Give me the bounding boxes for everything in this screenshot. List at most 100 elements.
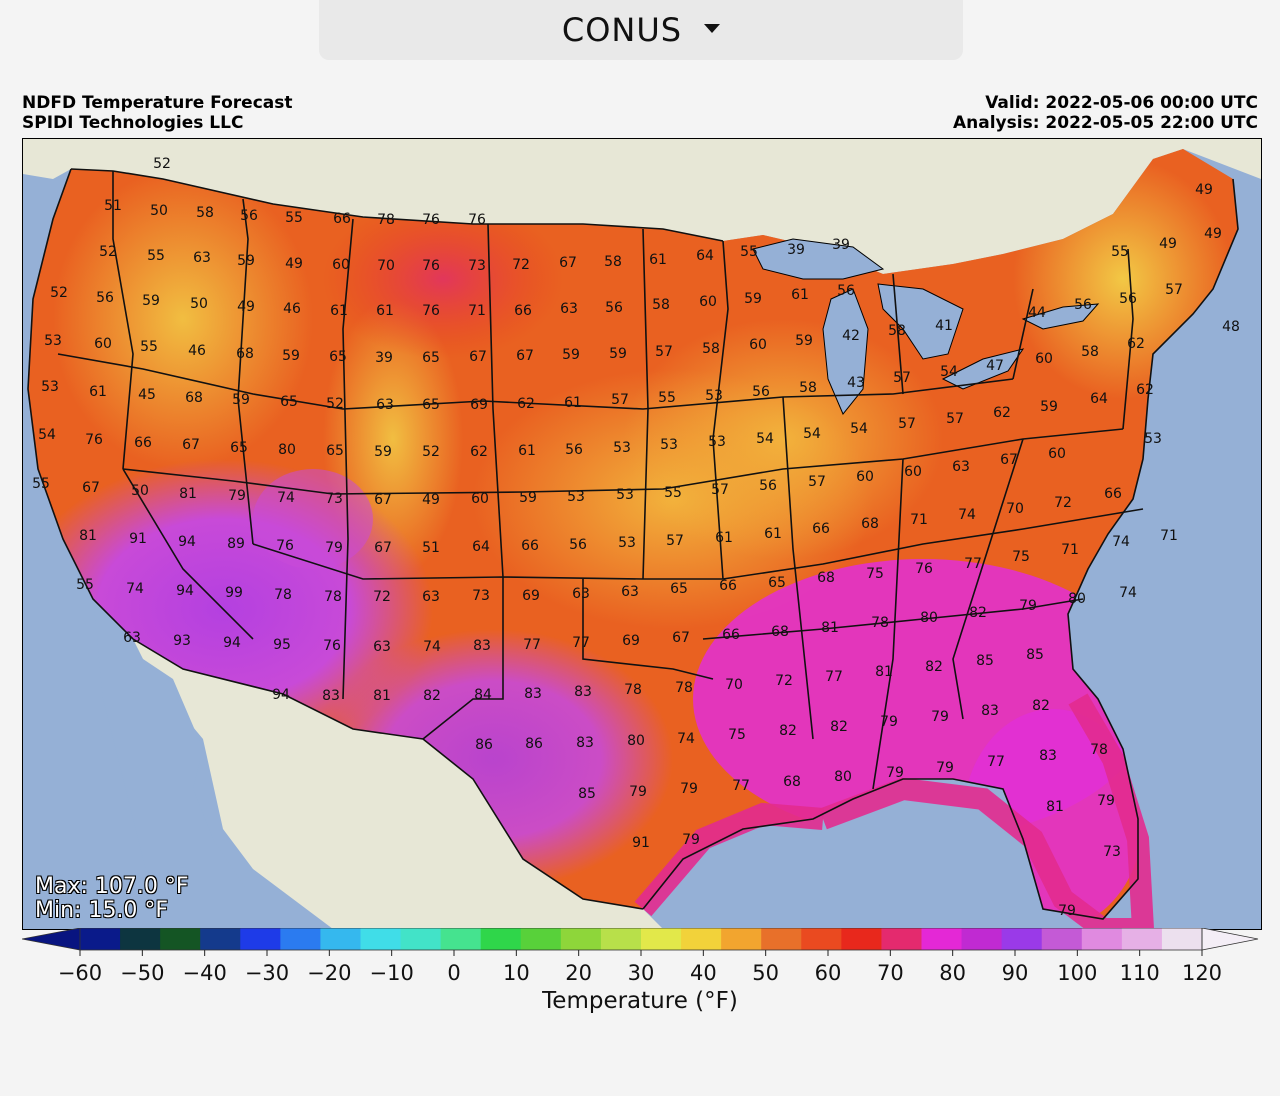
colorbar-cell bbox=[641, 928, 682, 950]
colorbar-cell bbox=[80, 928, 121, 950]
colorbar-tick-label: 70 bbox=[877, 961, 904, 985]
temperature-value: 81 bbox=[373, 688, 391, 704]
temperature-value: 47 bbox=[986, 358, 1004, 374]
temperature-value: 63 bbox=[193, 250, 211, 266]
temperature-value: 79 bbox=[629, 784, 647, 800]
temperature-value: 46 bbox=[283, 301, 301, 317]
temperature-value: 81 bbox=[179, 486, 197, 502]
temperature-value: 57 bbox=[611, 392, 629, 408]
colorbar-cell bbox=[881, 928, 922, 950]
temperature-value: 72 bbox=[373, 589, 391, 605]
temperature-value: 72 bbox=[1054, 495, 1072, 511]
temperature-value: 76 bbox=[422, 303, 440, 319]
temperature-value: 78 bbox=[377, 212, 395, 228]
temperature-value: 49 bbox=[1204, 226, 1222, 242]
temperature-value: 63 bbox=[123, 630, 141, 646]
colorbar: −60 −50 −40 −30 −20 −10 0 10 20 30 40 50 60 70 80 90 100… bbox=[21, 927, 1260, 1008]
temperature-value: 51 bbox=[104, 198, 122, 214]
colorbar-tick-label: −30 bbox=[245, 961, 289, 985]
temperature-value: 50 bbox=[131, 483, 149, 499]
temperature-value: 44 bbox=[1028, 305, 1046, 321]
temperature-value: 58 bbox=[888, 323, 906, 339]
temperature-value: 55 bbox=[658, 390, 676, 406]
temperature-value: 62 bbox=[1127, 336, 1145, 352]
colorbar-tick-label: 110 bbox=[1120, 961, 1160, 985]
colorbar-tick-label: 100 bbox=[1057, 961, 1097, 985]
temperature-value: 78 bbox=[274, 587, 292, 603]
temperature-value: 81 bbox=[821, 620, 839, 636]
temperature-value: 77 bbox=[987, 754, 1005, 770]
temperature-value: 55 bbox=[147, 248, 165, 264]
temperature-map[interactable]: 52 51 50 58 56 55 66 78 76 76 52 55 63 59 49 60 70 76 73 72… bbox=[22, 138, 1262, 930]
colorbar-tick-label: 50 bbox=[752, 961, 779, 985]
temperature-value: 74 bbox=[958, 507, 976, 523]
temperature-value: 58 bbox=[702, 341, 720, 357]
analysis-time: Analysis: 2022-05-05 22:00 UTC bbox=[953, 113, 1258, 133]
temperature-value: 57 bbox=[1165, 282, 1183, 298]
temperature-value: 41 bbox=[935, 318, 953, 334]
temperature-value: 69 bbox=[470, 397, 488, 413]
temperature-value: 63 bbox=[560, 301, 578, 317]
temperature-value: 74 bbox=[1119, 585, 1137, 601]
temperature-value: 52 bbox=[422, 444, 440, 460]
temperature-value: 63 bbox=[952, 459, 970, 475]
temperature-value: 79 bbox=[228, 488, 246, 504]
temperature-value: 59 bbox=[237, 253, 255, 269]
temperature-value: 67 bbox=[182, 437, 200, 453]
temperature-value: 55 bbox=[76, 577, 94, 593]
temperature-value: 78 bbox=[624, 682, 642, 698]
temperature-value: 53 bbox=[613, 440, 631, 456]
temperature-value: 68 bbox=[185, 390, 203, 406]
colorbar-cell bbox=[480, 928, 522, 950]
temperature-value: 76 bbox=[422, 212, 440, 228]
temperature-value: 50 bbox=[190, 296, 208, 312]
temperature-value: 57 bbox=[655, 344, 673, 360]
temperature-value: 66 bbox=[514, 303, 532, 319]
colorbar-cell bbox=[320, 928, 361, 950]
temperature-value: 60 bbox=[1048, 446, 1066, 462]
temperature-value: 95 bbox=[273, 637, 291, 653]
temperature-value: 59 bbox=[744, 291, 762, 307]
colorbar-tick-label: 20 bbox=[565, 961, 592, 985]
temperature-value: 86 bbox=[525, 736, 543, 752]
temperature-value: 76 bbox=[323, 638, 341, 654]
temperature-value: 55 bbox=[1111, 244, 1129, 260]
temperature-value: 58 bbox=[799, 380, 817, 396]
temperature-value: 78 bbox=[871, 615, 889, 631]
temperature-value: 83 bbox=[1039, 748, 1057, 764]
colorbar-cell bbox=[1001, 928, 1043, 950]
temperature-value: 83 bbox=[473, 638, 491, 654]
temperature-value: 59 bbox=[142, 293, 160, 309]
temperature-value: 83 bbox=[576, 735, 594, 751]
temperature-value: 54 bbox=[38, 427, 56, 443]
colorbar-tick-label: 0 bbox=[447, 961, 460, 985]
colorbar-cell bbox=[200, 928, 241, 950]
region-dropdown[interactable]: CONUS bbox=[319, 0, 963, 60]
temperature-value: 53 bbox=[1144, 431, 1162, 447]
colorbar-cell bbox=[120, 928, 161, 950]
temperature-value: 72 bbox=[512, 257, 530, 273]
temperature-value: 59 bbox=[282, 348, 300, 364]
temperature-value: 66 bbox=[134, 435, 152, 451]
temperature-value: 65 bbox=[670, 581, 688, 597]
forecast-title: NDFD Temperature Forecast bbox=[22, 93, 293, 113]
temperature-value: 79 bbox=[886, 765, 904, 781]
temperature-value: 77 bbox=[825, 669, 843, 685]
colorbar-tick-label: 10 bbox=[503, 961, 530, 985]
temperature-value: 80 bbox=[834, 769, 852, 785]
temperature-value: 74 bbox=[1112, 534, 1130, 550]
temperature-value: 78 bbox=[1090, 742, 1108, 758]
temperature-value: 54 bbox=[850, 421, 868, 437]
temperature-value: 83 bbox=[981, 703, 999, 719]
temperature-value: 60 bbox=[749, 337, 767, 353]
temperature-value: 61 bbox=[376, 303, 394, 319]
temperature-value: 68 bbox=[817, 570, 835, 586]
temperature-value: 76 bbox=[85, 432, 103, 448]
temperature-value: 70 bbox=[725, 677, 743, 693]
temperature-value: 83 bbox=[524, 686, 542, 702]
temperature-value: 53 bbox=[660, 437, 678, 453]
temperature-value: 61 bbox=[649, 252, 667, 268]
temperature-value: 76 bbox=[468, 212, 486, 228]
temperature-value: 53 bbox=[44, 333, 62, 349]
temperature-value: 59 bbox=[374, 444, 392, 460]
